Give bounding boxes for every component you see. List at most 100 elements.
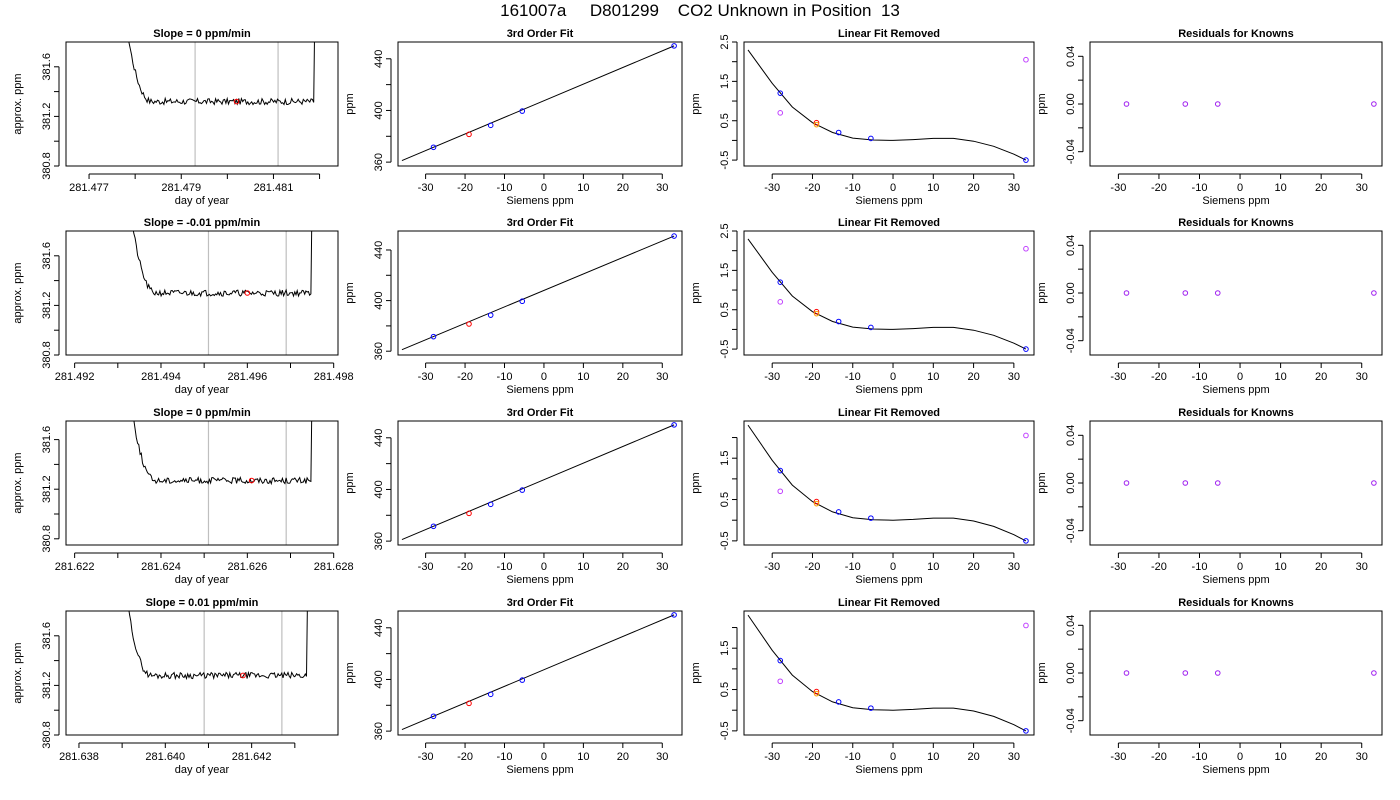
y-axis-label: ppm	[1036, 662, 1048, 683]
panel-title: Slope = 0 ppm/min	[153, 407, 251, 419]
x-tick-label: 0	[1237, 182, 1243, 194]
data-point	[1023, 538, 1029, 544]
y-tick-label: 381.6	[41, 622, 53, 650]
y-tick-label: 0.04	[1065, 46, 1077, 67]
plot-frame	[397, 41, 683, 167]
fit-line	[401, 614, 675, 731]
x-tick-label: 281.626	[227, 561, 267, 573]
x-tick-label: -10	[1192, 371, 1208, 383]
x-tick-label: 0	[541, 371, 547, 383]
y-tick-label: 0.5	[719, 302, 731, 317]
data-point	[1182, 290, 1189, 296]
panel-fit-2: 3rd Order Fit -30 -20 -10 0 10 20 30 Siemens ppm…	[344, 217, 683, 396]
y-tick-label: 381.6	[41, 53, 53, 81]
x-tick-label: 281.642	[232, 751, 272, 763]
sample-point	[240, 672, 246, 679]
plot-area	[401, 233, 677, 351]
data-point	[777, 90, 784, 96]
data-point	[430, 333, 437, 340]
panel-title: Residuals for Knowns	[1178, 597, 1294, 609]
sample-point	[248, 477, 255, 484]
x-tick-label: -20	[457, 371, 473, 383]
y-tick-label: 380.8	[41, 525, 53, 553]
y-tick-label: 400	[373, 670, 385, 688]
plot-frame	[65, 610, 339, 736]
y-tick-label: 381.2	[41, 292, 53, 320]
x-tick-label: 281.624	[141, 561, 181, 573]
data-point	[466, 321, 472, 327]
y-tick-label: 1.5	[719, 74, 731, 89]
panel-residuals-3: Residuals for Knowns -30 -20 -10 0 10 20 30 Siem…	[1036, 407, 1383, 586]
data-point	[671, 43, 677, 49]
x-tick-label: 20	[1315, 751, 1327, 763]
x-axis-label: Siemens ppm	[855, 384, 922, 396]
x-axis-label: Siemens ppm	[1202, 195, 1269, 207]
x-tick-label: 30	[656, 751, 668, 763]
y-tick-label: 0.04	[1065, 425, 1077, 446]
y-tick-label: 381.6	[41, 426, 53, 454]
data-point	[777, 678, 784, 685]
data-point	[487, 122, 494, 129]
panel-title: 3rd Order Fit	[507, 407, 574, 419]
x-tick-label: 20	[1315, 561, 1327, 573]
panel-linear_removed-3: Linear Fit Removed -30 -20 -10 0 10 20 30 Siemen…	[690, 407, 1035, 586]
plot-area	[128, 42, 315, 166]
x-tick-label: 0	[1237, 751, 1243, 763]
y-tick-label: -0.04	[1065, 518, 1077, 543]
data-point	[813, 688, 820, 695]
y-tick-label: 2.5	[719, 223, 731, 238]
x-tick-label: -20	[1151, 751, 1167, 763]
plot-area	[747, 238, 1029, 352]
panel-title: Residuals for Knowns	[1178, 407, 1294, 419]
x-tick-label: 10	[577, 561, 589, 573]
y-tick-label: 1.5	[719, 641, 731, 656]
data-point	[813, 121, 820, 128]
x-tick-label: 10	[1274, 751, 1286, 763]
y-tick-label: 2.5	[719, 34, 731, 49]
fit-line	[401, 45, 675, 162]
plot-area	[401, 422, 677, 541]
x-tick-label: 0	[890, 561, 896, 573]
x-tick-label: -30	[1110, 751, 1126, 763]
x-tick-label: -10	[1192, 182, 1208, 194]
x-tick-label: 20	[617, 182, 629, 194]
data-point	[1023, 728, 1029, 734]
data-point	[813, 310, 820, 317]
y-tick-label: 0.5	[719, 682, 731, 697]
panel-title: 3rd Order Fit	[507, 28, 574, 40]
plot-frame	[65, 41, 339, 167]
plot-area	[1123, 670, 1377, 676]
panel-residuals-4: Residuals for Knowns -30 -20 -10 0 10 20 30 Siem…	[1036, 597, 1383, 776]
y-axis-label: ppm	[690, 282, 702, 303]
data-point	[487, 312, 494, 318]
plot-frame	[1089, 420, 1383, 546]
x-tick-label: -30	[418, 182, 434, 194]
x-tick-label: 30	[1356, 561, 1368, 573]
x-tick-label: 10	[927, 182, 939, 194]
panel-timeseries-4: Slope = 0.01 ppm/min 281.638 281.640 281.64…	[12, 597, 339, 776]
fit-curve	[747, 424, 1027, 542]
plot-area	[401, 43, 677, 162]
panel-fit-1: 3rd Order Fit -30 -20 -10 0 10 20 30 Siemens ppm…	[344, 28, 683, 207]
panel-title: 3rd Order Fit	[507, 597, 574, 609]
data-point	[777, 299, 784, 305]
y-tick-label: -0.5	[719, 721, 731, 740]
plot-frame	[1089, 230, 1383, 356]
x-axis-label: Siemens ppm	[1202, 574, 1269, 586]
x-tick-label: -20	[805, 182, 821, 194]
x-tick-label: -20	[1151, 182, 1167, 194]
plot-frame	[743, 420, 1035, 546]
y-axis-label: ppm	[1036, 282, 1048, 303]
sample-point	[244, 290, 251, 296]
y-tick-label: 1.5	[719, 451, 731, 466]
x-tick-label: 20	[967, 371, 979, 383]
plot-frame	[397, 420, 683, 546]
plot-frame	[1089, 41, 1383, 167]
data-point	[835, 509, 842, 515]
x-tick-label: 20	[967, 561, 979, 573]
x-tick-label: 20	[967, 751, 979, 763]
y-tick-label: 0.00	[1065, 662, 1077, 683]
x-tick-label: -30	[1110, 371, 1126, 383]
panel-title: Linear Fit Removed	[838, 28, 940, 40]
